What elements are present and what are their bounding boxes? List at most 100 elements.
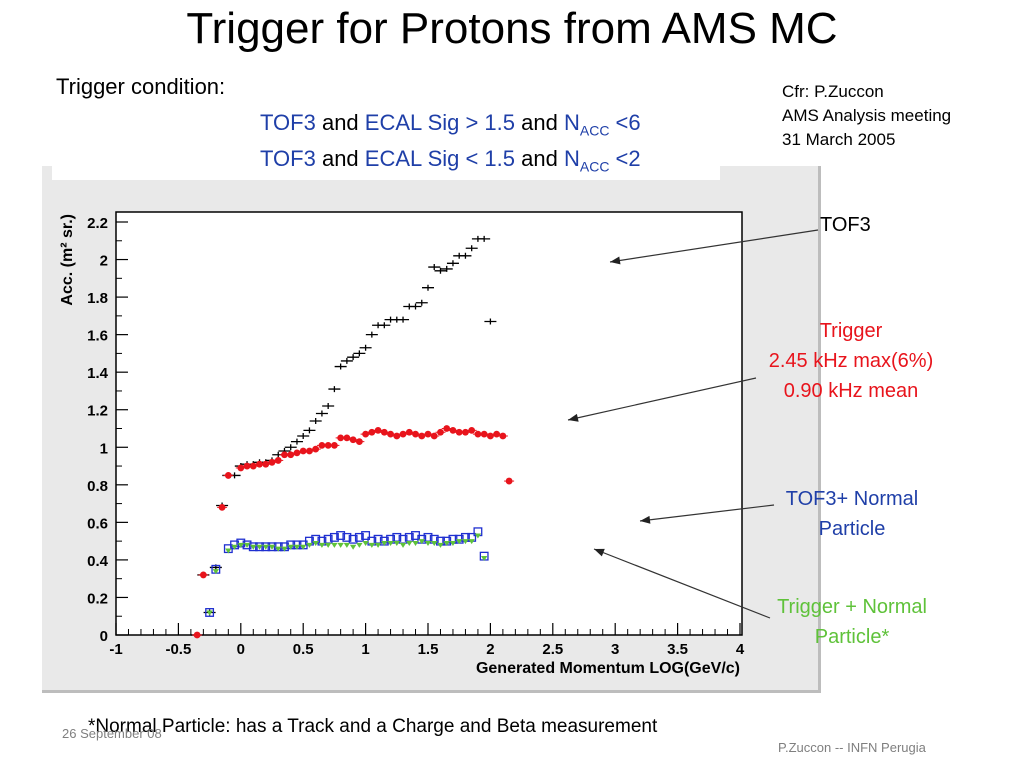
data-point-trigger <box>312 445 320 453</box>
data-point-trigger <box>343 434 351 442</box>
x-tick-label: 0.5 <box>293 641 314 658</box>
data-point-trigger-normal <box>231 544 238 550</box>
data-point-trigger-normal <box>431 541 438 547</box>
data-point-trigger-normal <box>331 542 338 548</box>
y-tick-label: 0 <box>100 628 108 645</box>
data-point-trigger <box>337 434 345 442</box>
data-point-trigger-normal <box>406 541 413 547</box>
data-point-trigger-normal <box>374 542 382 548</box>
annotation-trigger-normal: Trigger + Normal Particle* <box>756 592 948 652</box>
arrow-trigger-head <box>568 413 579 422</box>
data-point-trigger <box>499 432 507 440</box>
annotation-tof3: TOF3 <box>820 214 871 236</box>
y-tick-label: 2 <box>100 253 108 270</box>
data-point-trigger <box>262 460 270 468</box>
y-tick-label: 0.8 <box>87 478 108 495</box>
data-point-trigger <box>455 428 463 436</box>
data-point-tof3 <box>340 357 353 364</box>
cond2-tof3: TOF3 <box>260 146 316 171</box>
x-axis-label: Generated Momentum LOG(GeV/c) <box>476 660 740 677</box>
y-tick-label: 0.4 <box>87 553 109 570</box>
data-point-tof3 <box>434 267 447 274</box>
data-point-trigger <box>399 430 407 438</box>
data-point-trigger-normal <box>480 556 488 562</box>
trigger-condition-line-2: TOF3 and ECAL Sig < 1.5 and NACC <2 <box>260 146 641 174</box>
slide-title: Trigger for Protons from AMS MC <box>186 4 838 53</box>
data-point-tof3-normal <box>342 532 352 542</box>
data-point-trigger-normal <box>362 541 369 547</box>
data-point-trigger-normal <box>387 541 394 547</box>
data-point-trigger <box>449 426 457 434</box>
data-point-trigger <box>374 426 382 434</box>
slide-date: 26 September 08 <box>62 726 162 741</box>
reference-line-2: AMS Analysis meeting <box>782 106 952 125</box>
data-point-trigger <box>480 430 488 438</box>
arrow-trigger-normal <box>593 548 771 619</box>
x-tick-label: 0 <box>237 641 245 658</box>
data-point-trigger <box>462 428 469 436</box>
y-tick-label: 0.2 <box>87 590 108 607</box>
data-point-trigger <box>243 462 251 470</box>
data-point-tof3 <box>397 316 410 323</box>
data-point-trigger <box>199 571 207 579</box>
data-point-tof3-normal <box>361 531 371 540</box>
data-point-trigger-normal <box>281 546 288 552</box>
data-point-trigger <box>443 425 451 432</box>
data-point-trigger-normal <box>412 541 419 547</box>
y-tick-label: 1 <box>100 440 108 457</box>
annotation-tof3-normal-line-1: TOF3+ Normal <box>785 488 919 510</box>
data-point-tof3-normal <box>348 534 358 544</box>
data-point-trigger-normal <box>275 546 282 552</box>
reference-line-3: 31 March 2005 <box>782 130 896 149</box>
data-point-tof3 <box>478 235 491 242</box>
cond1-nacc: NACC <6 <box>563 110 641 138</box>
data-point-tof3 <box>446 260 459 267</box>
cond2-ecal: ECAL Sig < 1.5 <box>364 146 516 171</box>
arrow-tof3-normal-head <box>640 515 651 524</box>
cond2-and-2: and <box>521 146 558 171</box>
data-point-trigger-normal <box>474 533 482 539</box>
data-point-trigger <box>405 428 413 436</box>
y-tick-label: 2.2 <box>87 215 108 232</box>
data-point-trigger-normal <box>243 542 251 548</box>
data-point-trigger-normal <box>225 548 232 554</box>
annotation-trigger-normal-line-1: Trigger + Normal <box>777 596 927 618</box>
x-tick-label: 4 <box>736 641 745 658</box>
data-point-trigger-normal <box>318 542 326 548</box>
annotation-trigger: Trigger 2.45 kHz max(6%) 0.90 kHz mean <box>752 316 950 406</box>
data-point-tof3 <box>440 265 453 272</box>
data-point-tof3-normal <box>336 531 346 540</box>
footnote: *Normal Particle: has a Track and a Char… <box>88 716 658 737</box>
data-point-trigger <box>274 457 282 464</box>
y-tick-label: 1.4 <box>87 365 109 382</box>
cond1-n: N <box>563 110 580 135</box>
arrow-trigger <box>567 377 757 421</box>
data-point-trigger <box>418 432 426 440</box>
data-point-trigger-normal <box>324 542 332 548</box>
data-point-trigger <box>349 436 357 444</box>
data-point-tof3-normal <box>354 532 364 542</box>
data-point-trigger-normal <box>306 542 313 548</box>
data-point-tof3-normal <box>329 532 339 542</box>
data-point-tof3 <box>359 344 372 351</box>
data-point-tof3 <box>297 433 310 440</box>
y-tick-label: 1.6 <box>87 328 108 345</box>
annotation-trigger-line-3: 0.90 kHz mean <box>783 380 919 402</box>
data-point-trigger <box>281 451 288 459</box>
data-point-tof3 <box>290 438 303 445</box>
arrow-tof3-normal <box>639 504 775 522</box>
data-point-trigger-normal <box>312 541 319 547</box>
data-point-tof3 <box>347 354 360 361</box>
y-tick-label: 0.6 <box>87 515 108 532</box>
data-point-trigger <box>355 438 363 446</box>
x-tick-label: 1.5 <box>418 641 439 658</box>
data-point-tof3-normal <box>248 542 258 552</box>
data-point-tof3 <box>322 402 335 409</box>
reference-block: Cfr: P.Zuccon AMS Analysis meeting 31 Ma… <box>782 80 951 152</box>
x-tick-label: 1 <box>361 641 369 658</box>
data-point-trigger <box>268 458 276 466</box>
data-point-trigger-normal <box>237 542 244 548</box>
data-point-trigger-normal <box>462 539 469 545</box>
data-point-trigger-normal <box>368 542 376 548</box>
